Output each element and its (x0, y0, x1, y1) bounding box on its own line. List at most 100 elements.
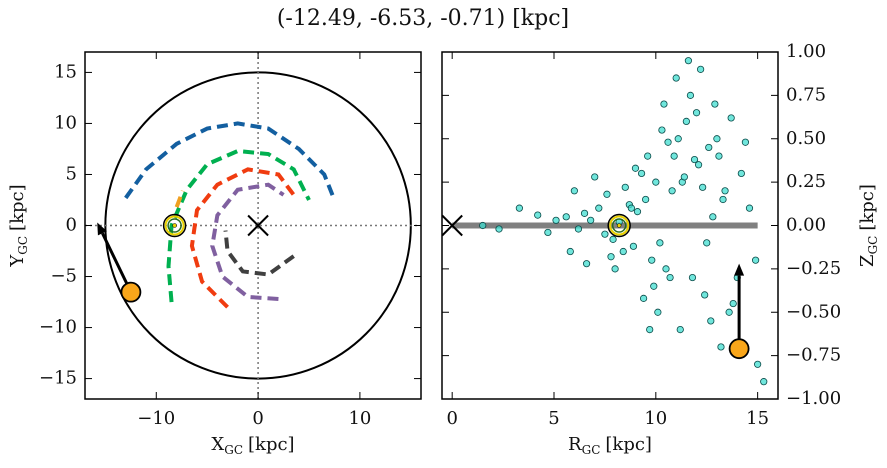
sun-marker (172, 223, 177, 228)
label-unit: [kpc] (605, 434, 652, 455)
star-point (515, 204, 523, 212)
spiral-arm (189, 167, 296, 309)
star-point (705, 143, 713, 152)
star-point (591, 173, 599, 181)
x-tick-label: −10 (137, 408, 175, 429)
sun-marker (164, 215, 185, 236)
star-point (552, 216, 560, 224)
spiral-arm (166, 148, 311, 303)
x-tick-label: 0 (446, 408, 457, 429)
star-point (713, 135, 721, 143)
star-point (690, 155, 699, 164)
axis-label: RGC [kpc] (568, 434, 652, 457)
star-point (664, 138, 672, 146)
star-point (479, 221, 487, 230)
star-point (707, 317, 715, 325)
star-point (688, 273, 697, 282)
star-point (631, 164, 640, 172)
label-sub: GC (224, 443, 243, 457)
sun-marker (616, 223, 622, 228)
plot-area (85, 52, 421, 399)
star-point (727, 114, 735, 122)
galactic-center (247, 214, 269, 237)
star-point (760, 378, 768, 386)
star-point (666, 273, 674, 282)
star-point (701, 291, 709, 299)
star-point (729, 299, 737, 308)
y-tick-label: 0.25 (786, 171, 826, 192)
label-unit: [kpc] (857, 184, 878, 231)
axis-label: XGC [kpc] (211, 434, 294, 457)
y-tick-label: −1.00 (786, 388, 841, 409)
y-tick-label: 5 (66, 163, 77, 184)
sun-marker (609, 215, 630, 236)
label-sub: GC (866, 236, 880, 255)
y-tick-label: 1.00 (786, 41, 826, 62)
label-main: R (568, 434, 582, 455)
star-point (587, 216, 595, 224)
star-point (741, 138, 750, 146)
star-point (680, 173, 688, 181)
star-point (619, 247, 627, 256)
figure-title: (-12.49, -6.53, -0.71) [kpc] (277, 6, 569, 31)
star-point (646, 325, 654, 334)
spiral-arm (223, 230, 295, 277)
y-tick-label: 10 (54, 112, 77, 133)
label-unit: [kpc] (248, 434, 295, 455)
y-tick-label: −10 (39, 317, 77, 338)
star-point (719, 195, 727, 204)
sun-marker (167, 218, 182, 233)
x-tick-label: 0 (252, 408, 263, 429)
star-point (603, 190, 611, 198)
star-point (684, 57, 693, 65)
sun-marker (611, 218, 627, 233)
star-point (639, 294, 648, 302)
target-star (120, 281, 142, 303)
plot-area (442, 57, 768, 386)
star-point (566, 247, 574, 256)
y-tick-label: −0.75 (786, 345, 841, 366)
star-point (717, 343, 725, 351)
axis-label: YGC [kpc] (7, 184, 30, 267)
star-point (715, 152, 723, 160)
spiral-arm (210, 182, 285, 301)
star-point (711, 100, 719, 108)
x-tick-label: 10 (644, 408, 667, 429)
star-point (562, 213, 570, 221)
star-point (607, 253, 615, 261)
star-point (495, 225, 503, 233)
star-point (682, 117, 690, 126)
y-tick-label: 0.75 (786, 84, 826, 105)
star-point (754, 360, 762, 368)
star-point (725, 308, 733, 316)
star-point (703, 239, 711, 247)
star-point (580, 209, 589, 217)
star-point (621, 183, 629, 191)
star-point (670, 152, 678, 160)
star-point (644, 152, 652, 160)
star-point (595, 204, 603, 212)
label-sub: GC (582, 443, 601, 457)
star-point (574, 225, 583, 233)
star-point (737, 169, 745, 178)
label-main: Y (7, 254, 28, 268)
star-point (650, 282, 658, 290)
x-tick-label: 10 (348, 408, 371, 429)
star-point (697, 65, 705, 73)
y-tick-label: 0 (66, 215, 77, 236)
star-point (601, 230, 609, 238)
y-tick-label: −15 (39, 368, 77, 389)
star-point (699, 183, 707, 191)
galactic-center (442, 214, 463, 237)
y-tick-label: −5 (50, 266, 77, 287)
y-tick-label: −0.50 (786, 301, 841, 322)
star-point (642, 195, 650, 204)
star-point (637, 169, 646, 178)
star-point (676, 325, 684, 334)
spiral-arm (124, 121, 337, 201)
star-point (570, 187, 578, 195)
axes-frame (441, 51, 779, 400)
star-point (694, 161, 703, 169)
star-point (633, 208, 642, 216)
label-main: X (211, 434, 224, 455)
